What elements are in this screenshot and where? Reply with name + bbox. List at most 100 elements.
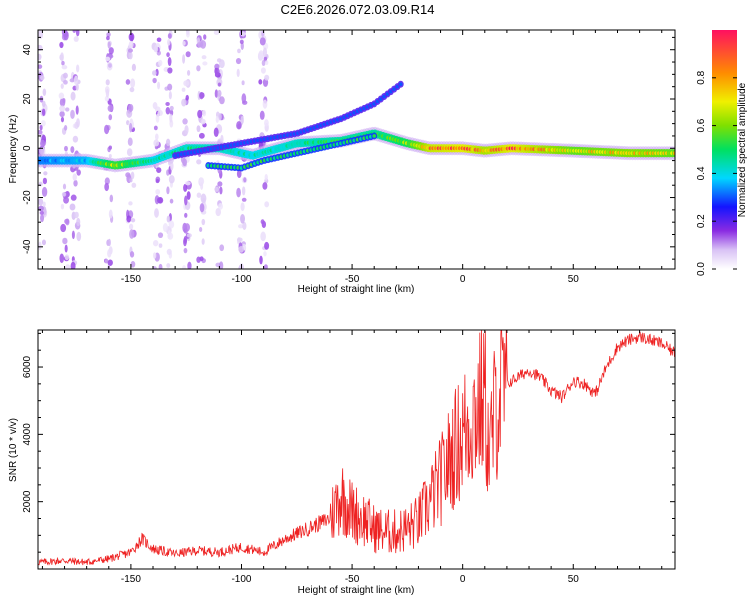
y-tick-label: 6000 bbox=[22, 355, 33, 378]
heatmap-cell bbox=[165, 101, 170, 106]
heatmap-cell bbox=[129, 251, 135, 258]
heatmap-cell bbox=[107, 41, 111, 49]
heatmap-cell bbox=[196, 125, 201, 133]
heatmap-cell bbox=[158, 243, 163, 248]
heatmap-cell bbox=[264, 60, 269, 66]
heatmap-cell bbox=[186, 233, 192, 238]
spectrogram-panel: -150 -100 -50 0 50 -40 -20 0 20 40 Height of str… bbox=[8, 29, 676, 295]
snr-background bbox=[38, 330, 675, 569]
heatmap-cell bbox=[129, 229, 135, 239]
heatmap-cell bbox=[157, 232, 164, 239]
y-tick-label: 0 bbox=[22, 145, 33, 151]
heatmap-cell bbox=[216, 58, 222, 63]
heatmap-cell bbox=[196, 192, 202, 198]
heatmap-cell bbox=[264, 174, 268, 181]
heatmap-cell bbox=[130, 171, 135, 180]
heatmap-cell bbox=[166, 52, 170, 58]
heatmap-cell bbox=[219, 96, 225, 105]
heatmap-cell bbox=[217, 82, 222, 87]
heatmap-cell bbox=[181, 98, 187, 107]
heatmap-cell bbox=[152, 77, 157, 84]
heatmap-cell bbox=[127, 137, 133, 146]
heatmap-cell bbox=[63, 196, 69, 204]
heatmap-cell bbox=[104, 182, 110, 192]
heatmap-cell bbox=[64, 145, 68, 152]
heatmap-cell bbox=[153, 45, 159, 53]
heatmap-cell bbox=[166, 186, 170, 195]
heatmap-cell bbox=[238, 224, 244, 229]
snr-panel: -150 -100 -50 0 50 2000 4000 6000 Height of st… bbox=[8, 329, 676, 596]
heatmap-cell bbox=[108, 154, 112, 159]
heatmap-cell bbox=[129, 178, 133, 183]
y-tick-label: 4000 bbox=[22, 423, 33, 446]
heatmap-cell bbox=[61, 60, 65, 66]
heatmap-cell bbox=[201, 218, 206, 226]
heatmap-cell bbox=[258, 79, 263, 85]
heatmap-cell bbox=[73, 75, 79, 85]
heatmap-cell bbox=[40, 214, 45, 223]
colorbar-tick-label: 0.6 bbox=[696, 118, 707, 132]
x-tick-label: 50 bbox=[568, 274, 580, 285]
heatmap-cell bbox=[63, 125, 68, 131]
heatmap-cell bbox=[60, 83, 64, 89]
heatmap-cell bbox=[108, 145, 112, 150]
heatmap-cell bbox=[260, 67, 266, 74]
heatmap-cell bbox=[264, 74, 270, 81]
heatmap-cell bbox=[40, 139, 46, 148]
heatmap-cell bbox=[41, 239, 47, 246]
snr-series-line bbox=[38, 330, 675, 566]
heatmap-cell bbox=[236, 187, 241, 198]
heatmap-cell bbox=[76, 64, 80, 73]
heatmap-cell bbox=[40, 120, 46, 127]
heatmap-cell bbox=[104, 95, 110, 102]
heatmap-cell bbox=[167, 83, 173, 91]
heatmap-cell bbox=[372, 134, 376, 138]
heatmap-cell bbox=[170, 161, 174, 171]
heatmap-cell bbox=[184, 195, 188, 206]
heatmap-cell bbox=[38, 241, 42, 251]
heatmap-cell bbox=[197, 109, 203, 119]
heatmap-cell bbox=[240, 213, 245, 224]
heatmap-cell bbox=[105, 88, 110, 98]
heatmap-cell bbox=[38, 53, 42, 61]
heatmap-cell bbox=[259, 37, 266, 46]
heatmap-cell bbox=[398, 82, 403, 87]
heatmap-cell bbox=[263, 251, 267, 257]
heatmap-cell bbox=[125, 79, 131, 85]
heatmap-cell bbox=[167, 232, 174, 240]
heatmap-cell bbox=[262, 47, 268, 58]
colorbar-ticks: 0.0 0.2 0.4 0.6 0.8 bbox=[696, 70, 737, 276]
heatmap-cell bbox=[218, 112, 222, 121]
heatmap-cell bbox=[185, 51, 191, 58]
heatmap-cell bbox=[169, 198, 174, 204]
heatmap-cell bbox=[185, 94, 189, 101]
heatmap-cell bbox=[185, 30, 190, 38]
heatmap-cell bbox=[263, 264, 268, 269]
heatmap-cell bbox=[41, 108, 46, 116]
spectrogram-y-label: Frequency (Hz) bbox=[8, 115, 19, 184]
heatmap-cell bbox=[199, 203, 205, 213]
heatmap-cell bbox=[75, 105, 79, 115]
y-tick-label: -20 bbox=[22, 190, 33, 205]
colorbar-tick-label: 0.2 bbox=[696, 214, 707, 228]
heatmap-cell bbox=[168, 91, 172, 100]
heatmap-cell bbox=[65, 264, 71, 269]
heatmap-cell bbox=[241, 197, 247, 202]
heatmap-cell bbox=[217, 181, 223, 187]
heatmap-cell bbox=[38, 198, 44, 206]
heatmap-cell bbox=[215, 207, 221, 217]
heatmap-cell bbox=[128, 40, 134, 49]
colorbar-tick-label: 0.8 bbox=[696, 70, 707, 84]
heatmap-cell bbox=[187, 261, 192, 269]
heatmap-cell bbox=[157, 110, 163, 116]
heatmap-cell bbox=[264, 241, 270, 250]
heatmap-cell bbox=[64, 244, 68, 253]
heatmap-cell bbox=[157, 81, 161, 90]
heatmap-cell bbox=[185, 181, 191, 186]
heatmap-cell bbox=[166, 248, 172, 256]
heatmap-cell bbox=[264, 201, 270, 208]
heatmap-cell bbox=[62, 98, 66, 103]
heatmap-cell bbox=[259, 255, 263, 265]
heatmap-cell bbox=[107, 104, 114, 112]
heatmap-cell bbox=[64, 254, 70, 261]
